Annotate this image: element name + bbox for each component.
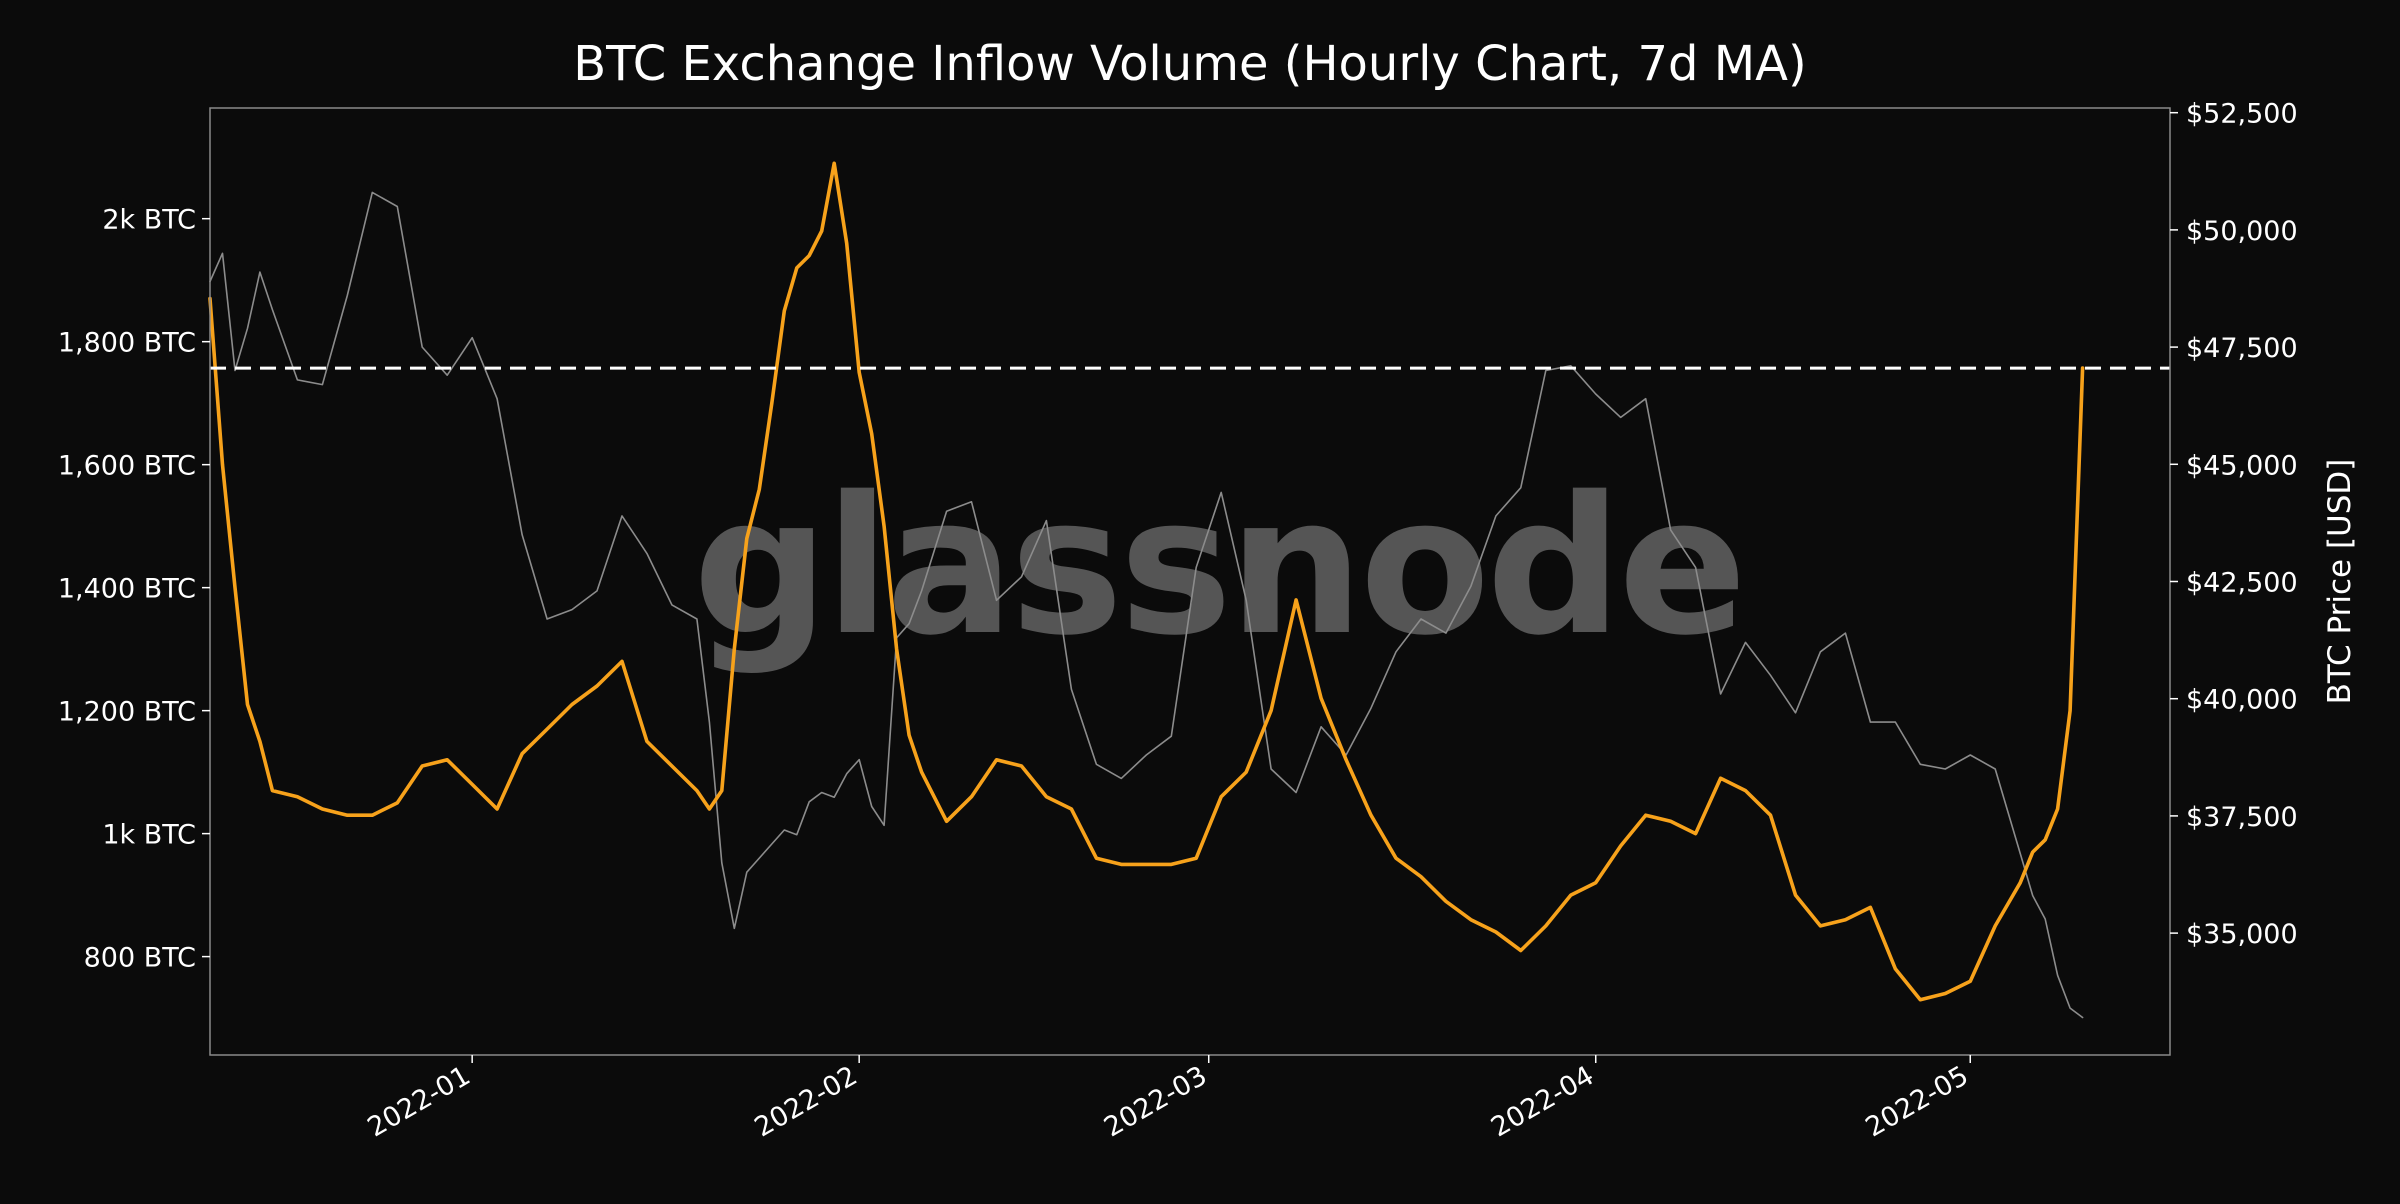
y2-tick-label: $40,000 <box>2186 685 2298 716</box>
y2-tick-label: $50,000 <box>2186 216 2298 247</box>
x-tick-label: 2022-04 <box>1486 1060 1599 1143</box>
exchange-inflow-line <box>208 161 2085 1002</box>
y-tick-label: 1,400 BTC <box>58 574 196 605</box>
y-tick-label: 1,800 BTC <box>58 328 196 359</box>
x-tick-label: 2022-01 <box>362 1060 475 1143</box>
glassnode-watermark: glassnode <box>693 456 1743 677</box>
y-tick-label: 1,200 BTC <box>58 697 196 728</box>
y-tick-label: 1k BTC <box>102 820 196 851</box>
y2-tick-label: $35,000 <box>2186 919 2298 950</box>
y-axis-left: 800 BTC 1k BTC 1,200 BTC 1,400 BTC 1,600 BTC… <box>58 205 210 974</box>
chart-title: BTC Exchange Inflow Volume (Hourly Chart… <box>573 36 1807 92</box>
btc-price-line <box>209 191 2084 1019</box>
x-axis: 2022-01 2022-02 2022-03 2022-04 2022-05 <box>362 1055 1974 1143</box>
x-tick-label: 2022-05 <box>1861 1060 1974 1143</box>
inflow-series-layer <box>208 161 2085 1002</box>
y2-axis-label: BTC Price [USD] <box>2322 459 2358 705</box>
y-tick-label: 800 BTC <box>84 943 196 974</box>
y-axis-right: $35,000 $37,500 $40,000 $42,500 $45,000 $47,5… <box>2170 99 2298 950</box>
price-series-layer <box>209 191 2084 1019</box>
y2-tick-label: $37,500 <box>2186 802 2298 833</box>
y2-tick-label: $45,000 <box>2186 450 2298 481</box>
y-tick-label: 1,600 BTC <box>58 451 196 482</box>
y2-tick-label: $47,500 <box>2186 333 2298 364</box>
y2-tick-label: $42,500 <box>2186 568 2298 599</box>
y-tick-label: 2k BTC <box>102 205 196 236</box>
x-tick-label: 2022-03 <box>1099 1060 1212 1143</box>
y2-tick-label: $52,500 <box>2186 99 2298 130</box>
x-tick-label: 2022-02 <box>749 1060 862 1143</box>
